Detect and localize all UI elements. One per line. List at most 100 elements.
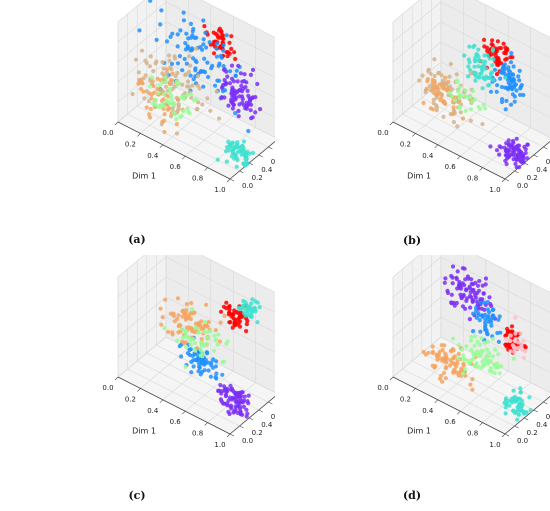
scatter-point bbox=[514, 145, 520, 150]
scatter-point bbox=[164, 70, 169, 75]
scatter-point bbox=[244, 80, 249, 85]
scatter-point bbox=[236, 108, 241, 114]
scatter-point bbox=[200, 354, 205, 359]
scatter-point bbox=[202, 343, 207, 348]
scatter-point bbox=[222, 95, 227, 100]
scatter-point bbox=[170, 31, 175, 36]
scatter-point bbox=[234, 310, 239, 315]
scatter-point bbox=[503, 411, 508, 416]
grid-line bbox=[117, 296, 167, 338]
scatter-point bbox=[175, 61, 181, 66]
scatter-point bbox=[482, 53, 487, 58]
scatter-point bbox=[227, 40, 232, 45]
scatter-point bbox=[507, 338, 512, 344]
scatter-point bbox=[459, 366, 464, 371]
scatter-point bbox=[181, 308, 186, 313]
scatter-point bbox=[162, 112, 167, 117]
scatter-point bbox=[495, 83, 500, 88]
scatter-point bbox=[183, 72, 188, 77]
scatter-point bbox=[235, 157, 240, 163]
scatter-point bbox=[199, 369, 205, 375]
scatter-point bbox=[178, 28, 183, 33]
scatter-point bbox=[451, 105, 456, 110]
scatter-point bbox=[169, 93, 174, 98]
scatter-point bbox=[216, 388, 221, 393]
x-tick-label: 0.0 bbox=[377, 129, 388, 137]
scatter-point bbox=[238, 412, 243, 417]
scatter-point bbox=[150, 101, 156, 106]
scatter-point bbox=[240, 100, 245, 105]
scatter-point bbox=[444, 353, 449, 358]
scatter-point bbox=[479, 352, 484, 357]
scatter-point bbox=[495, 365, 501, 370]
scatter-point bbox=[430, 107, 436, 112]
scatter-point bbox=[252, 305, 257, 310]
scatter-point bbox=[426, 68, 431, 74]
scatter-point bbox=[233, 153, 238, 158]
y-tick bbox=[268, 146, 273, 150]
x-axis-label: Dim 1 bbox=[407, 427, 431, 436]
scatter-point bbox=[218, 309, 224, 314]
scatter-point bbox=[156, 104, 161, 109]
scatter-point bbox=[467, 317, 472, 322]
scatter-point bbox=[173, 112, 178, 117]
scatter-point bbox=[504, 333, 509, 338]
scatter-point bbox=[187, 54, 192, 59]
scatter-point bbox=[508, 333, 513, 338]
scatter-point bbox=[249, 314, 254, 319]
grid-line bbox=[207, 382, 256, 423]
scatter-point bbox=[184, 302, 189, 307]
scatter-point bbox=[163, 297, 168, 302]
scatter-point bbox=[465, 358, 471, 364]
scatter-point bbox=[171, 313, 176, 319]
scatter-point bbox=[133, 57, 139, 62]
grid-line bbox=[392, 41, 442, 83]
scatter-point bbox=[183, 41, 188, 46]
scatter-point bbox=[434, 108, 439, 113]
scatter-point bbox=[470, 282, 476, 287]
scatter-point bbox=[189, 95, 194, 100]
scatter-point bbox=[476, 75, 481, 80]
x-axis-line bbox=[117, 121, 231, 180]
scatter-point bbox=[490, 43, 495, 48]
scatter-point bbox=[213, 83, 218, 88]
grid-line bbox=[402, 368, 515, 427]
scatter-point bbox=[471, 352, 476, 357]
scatter-point bbox=[218, 320, 223, 325]
scatter-point bbox=[519, 156, 524, 161]
scatter-point bbox=[211, 357, 216, 362]
scatter-point bbox=[166, 329, 171, 335]
scatter-point bbox=[515, 417, 520, 422]
scatter-point bbox=[250, 297, 255, 302]
scatter-point bbox=[451, 355, 456, 360]
scatter-point bbox=[246, 128, 251, 134]
scatter-point bbox=[441, 370, 447, 375]
scatter-point bbox=[186, 36, 191, 41]
scatter-point bbox=[224, 81, 229, 86]
scatter-point bbox=[487, 75, 492, 80]
scatter-point bbox=[512, 99, 517, 104]
scatter-point bbox=[222, 78, 227, 83]
scatter-point bbox=[192, 340, 198, 346]
scatter-point bbox=[201, 42, 206, 47]
grid-line bbox=[402, 113, 515, 172]
scatter-point bbox=[490, 63, 495, 68]
scatter-point bbox=[504, 56, 509, 61]
y-tick bbox=[543, 146, 548, 150]
scatter-point bbox=[504, 149, 509, 154]
scatter-point bbox=[480, 86, 485, 91]
scatter-point bbox=[514, 136, 519, 141]
scatter-point bbox=[463, 367, 468, 372]
grid-line bbox=[392, 0, 420, 23]
scatter-point bbox=[206, 74, 211, 80]
scatter-point bbox=[221, 42, 226, 48]
scatter-point bbox=[462, 53, 467, 58]
scatter-point bbox=[444, 87, 449, 92]
x-tick-label: 0.0 bbox=[102, 384, 113, 392]
scatter-point bbox=[149, 92, 154, 97]
scatter-point bbox=[148, 54, 153, 59]
scatter-point bbox=[510, 92, 515, 97]
scatter-point bbox=[234, 68, 239, 73]
scatter-point bbox=[172, 319, 177, 324]
scatter-point bbox=[509, 102, 514, 107]
